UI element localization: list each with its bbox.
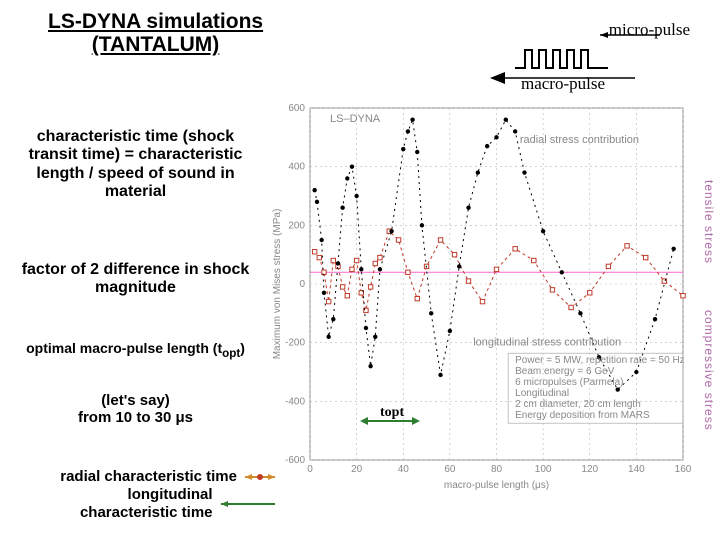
- svg-text:macro-pulse length (μs): macro-pulse length (μs): [444, 480, 549, 490]
- svg-text:-600: -600: [285, 455, 305, 466]
- svg-text:LS–DYNA: LS–DYNA: [330, 113, 381, 125]
- svg-text:0: 0: [299, 279, 305, 290]
- svg-text:80: 80: [491, 464, 503, 475]
- svg-text:Longitudinal: Longitudinal: [515, 388, 569, 399]
- right-axis-compressive: compressive stress: [702, 310, 716, 431]
- svg-text:longitudinal stress contributi: longitudinal stress contribution: [473, 337, 621, 349]
- legend: radial characteristic time longitudinal …: [40, 468, 275, 522]
- svg-text:2 cm diameter, 20 cm length: 2 cm diameter, 20 cm length: [515, 399, 641, 410]
- text-range: (let's say) from 10 to 30 μs: [18, 392, 253, 427]
- svg-text:140: 140: [628, 464, 645, 475]
- stress-chart: -600 -400 -200 0 200 400 600 0 20 40 60 80 100 120 140…: [268, 100, 698, 490]
- svg-text:6 micropulses (Parmela): 6 micropulses (Parmela): [515, 377, 623, 388]
- svg-text:Energy deposition from MARS: Energy deposition from MARS: [515, 410, 650, 421]
- text-optimal-length: optimal macro-pulse length (topt): [18, 340, 253, 360]
- svg-text:Power = 5 MW, repetition rate: Power = 5 MW, repetition rate = 50 Hz: [515, 355, 685, 366]
- topt-arrow: [360, 414, 420, 428]
- right-axis-tensile: tensile stress: [702, 180, 716, 264]
- svg-text:-200: -200: [285, 338, 305, 349]
- pulse-train-icon: [450, 30, 680, 85]
- page-title: LS-DYNA simulations (TANTALUM): [48, 10, 263, 56]
- svg-text:0: 0: [307, 464, 313, 475]
- svg-text:60: 60: [444, 464, 456, 475]
- legend-radial: radial characteristic time: [60, 468, 237, 486]
- svg-text:160: 160: [675, 464, 692, 475]
- svg-text:Beam energy = 6 GeV: Beam energy = 6 GeV: [515, 366, 615, 377]
- svg-text:radial stress contribution: radial stress contribution: [520, 134, 639, 146]
- svg-text:-400: -400: [285, 396, 305, 407]
- svg-text:120: 120: [581, 464, 598, 475]
- svg-text:40: 40: [398, 464, 410, 475]
- svg-text:400: 400: [288, 162, 305, 173]
- text-characteristic-time: characteristic time (shock transit time)…: [18, 128, 253, 202]
- legend-longitudinal-marker: [221, 498, 275, 510]
- text-factor-2: factor of 2 difference in shock magnitud…: [18, 261, 253, 298]
- legend-longitudinal: longitudinal characteristic time: [40, 486, 213, 522]
- svg-text:200: 200: [288, 220, 305, 231]
- svg-text:Maximum von Mises stress (MPa): Maximum von Mises stress (MPa): [272, 209, 283, 360]
- svg-text:600: 600: [288, 103, 305, 114]
- svg-text:100: 100: [535, 464, 552, 475]
- svg-text:20: 20: [351, 464, 363, 475]
